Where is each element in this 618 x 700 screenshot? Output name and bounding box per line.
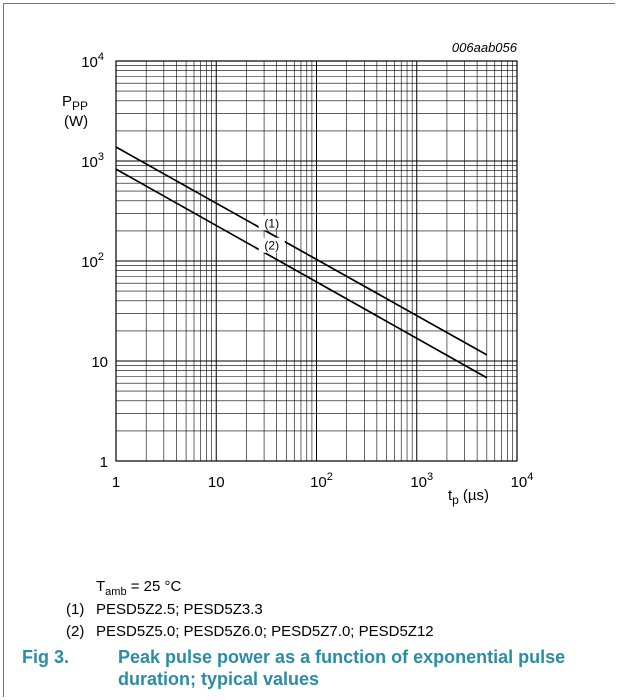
y-tick-label: 1 xyxy=(100,454,108,471)
series-layer: (1) (2) xyxy=(115,146,488,379)
x-tick-label: 1 xyxy=(112,474,120,491)
power-vs-duration-chart: (1) (2) 1 10 102 103 104 1 10 102 103 104 006aab05… xyxy=(62,40,533,507)
caption-text: Peak pulse power as a function of expone… xyxy=(118,647,566,689)
series-label-1: (1) xyxy=(264,216,279,230)
y-axis-label-main: P xyxy=(62,93,72,110)
series-label-bg xyxy=(258,237,285,253)
tamb-sub: amb xyxy=(105,586,127,598)
legend-key-1: (1) xyxy=(66,601,85,618)
x-axis-label-sub: p xyxy=(452,493,459,507)
figure-id: 006aab056 xyxy=(452,40,518,55)
y-axis-label: PPP (W) xyxy=(62,93,88,130)
x-tick-label: 104 xyxy=(511,471,534,491)
y-tick-label: 104 xyxy=(81,51,104,71)
series-label-2: (2) xyxy=(264,239,279,253)
plot-border xyxy=(115,60,518,462)
figure-frame xyxy=(3,3,615,697)
tick-labels: 1 10 102 103 104 1 10 102 103 104 xyxy=(81,51,533,491)
tamb-main: T xyxy=(96,578,106,595)
x-axis-label: tp (µs) xyxy=(448,487,489,507)
svg-text:PPP: PPP xyxy=(62,93,88,113)
legend-text-1: PESD5Z2.5; PESD5Z3.3 xyxy=(96,601,263,618)
y-axis-unit: (W) xyxy=(64,113,88,130)
caption-number: Fig 3. xyxy=(22,647,70,667)
series-line-1 xyxy=(115,146,488,356)
series-label-bg xyxy=(258,215,285,231)
chart-grid xyxy=(116,61,517,461)
y-tick-label: 10 xyxy=(91,354,108,371)
legend-item-1: (1) PESD5Z2.5; PESD5Z3.3 xyxy=(66,601,263,619)
legend-text-2: PESD5Z5.0; PESD5Z6.0; PESD5Z7.0; PESD5Z1… xyxy=(96,623,434,640)
legend-item-2: (2) PESD5Z5.0; PESD5Z6.0; PESD5Z7.0; PESD… xyxy=(66,623,434,641)
x-axis-unit: (µs) xyxy=(463,487,489,504)
x-tick-label: 103 xyxy=(410,471,433,491)
series-line-2 xyxy=(115,168,488,379)
legend-key-2: (2) xyxy=(66,623,85,640)
x-axis-label-main: t xyxy=(448,487,453,504)
x-tick-label: 10 xyxy=(208,474,225,491)
y-tick-label: 102 xyxy=(81,251,104,271)
svg-text:tp(µs): tp (µs) xyxy=(448,487,489,507)
tamb-value: = 25 °C xyxy=(130,578,182,595)
ambient-temperature-note: Tamb = 25 °C xyxy=(96,578,181,601)
y-tick-label: 103 xyxy=(81,151,104,171)
y-axis-label-sub: PP xyxy=(72,99,88,113)
x-tick-label: 102 xyxy=(310,471,333,491)
